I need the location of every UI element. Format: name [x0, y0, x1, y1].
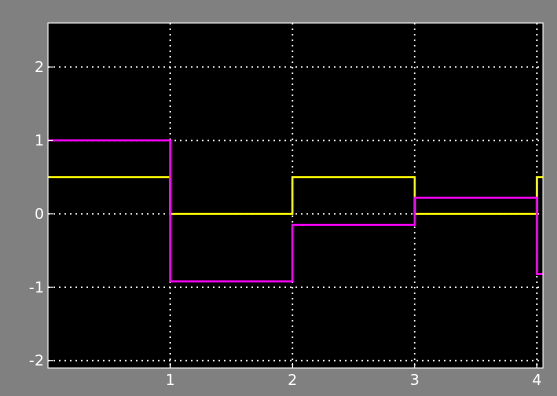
y-tick-label-4: -2: [29, 352, 44, 370]
plot-border: [47, 22, 544, 369]
x-tick-label-3: 4: [532, 371, 542, 389]
x-tick-label-1: 2: [288, 371, 298, 389]
y-tick-label-2: 0: [34, 205, 44, 223]
y-tick-label-1: 1: [34, 131, 44, 149]
y-tick-label-0: 2: [34, 58, 44, 76]
series-lines: [48, 139, 543, 283]
y-tick-label-3: -1: [29, 278, 44, 296]
plot-area: [48, 23, 543, 368]
x-tick-label-2: 3: [410, 371, 420, 389]
x-tick-label-0: 1: [165, 371, 175, 389]
series-line-2: [48, 139, 543, 283]
tick-labels: 1 2 3 4 2 1 0 -1 -2: [29, 58, 542, 389]
